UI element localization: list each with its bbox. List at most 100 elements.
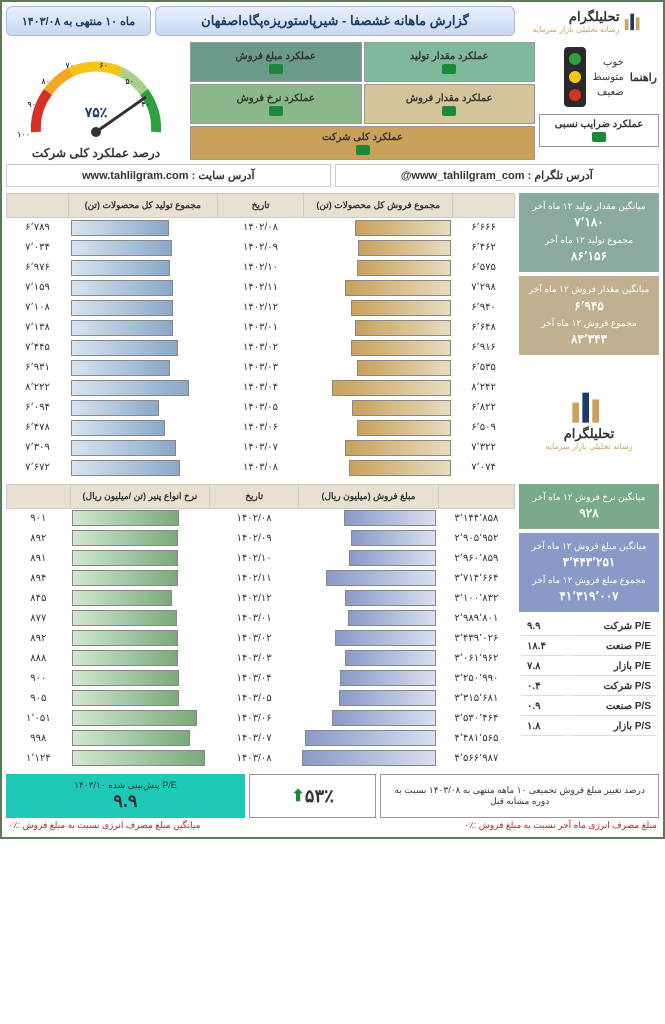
telegram-link[interactable]: آدرس تلگرام : @www_tahlilgram_com <box>335 164 660 187</box>
report-date: ماه ۱۰ منتهی به ۱۴۰۳/۰۸ <box>6 6 151 36</box>
metrics-column: عملکرد مقدار تولیدعملکرد مبلغ فروشعملکرد… <box>190 42 535 160</box>
table-row: ۶٬۸۲۲ ۱۴۰۳/۰۵ ۶٬۰۹۴ <box>7 398 515 418</box>
metric-cell: عملکرد مقدار فروش <box>364 84 536 124</box>
svg-text:۴۰: ۴۰ <box>141 100 150 109</box>
footer-row: درصد تغییر مبلغ فروش تجمیعی ۱۰ ماهه منته… <box>6 774 659 818</box>
table-row: ۶٬۹۱۶ ۱۴۰۳/۰۲ ۷٬۴۴۵ <box>7 338 515 358</box>
table-row: ۲٬۹۰۵٬۹۵۲ ۱۴۰۲/۰۹ ۸۹۲ <box>7 528 515 548</box>
col-rate-val <box>7 484 71 508</box>
svg-text:۹۰: ۹۰ <box>27 100 36 109</box>
green-light <box>569 53 581 65</box>
pe-row: P/S بازار۱.۸ <box>521 718 657 736</box>
svg-text:۸۰: ۸۰ <box>41 77 50 86</box>
table-row: ۳٬۳۱۵٬۶۸۱ ۱۴۰۳/۰۵ ۹۰۵ <box>7 688 515 708</box>
pe-row: P/E شرکت۹.۹ <box>521 618 657 636</box>
section-volumes: میانگین مقدار تولید ۱۲ ماه آخر ۷٬۱۸۰ مجم… <box>6 193 659 478</box>
table-row: ۷٬۰۷۴ ۱۴۰۳/۰۸ ۷٬۶۷۲ <box>7 458 515 478</box>
stats-col-1: میانگین مقدار تولید ۱۲ ماه آخر ۷٬۱۸۰ مجم… <box>519 193 659 478</box>
stats-col-2: میانگین نرخ فروش ۱۲ ماه آخر ۹۲۸ میانگین … <box>519 484 659 769</box>
col-prod-bar: مجموع تولید کل محصولات (تن) <box>69 194 218 218</box>
stat-sales-vol: میانگین مقدار فروش ۱۲ ماه آخر ۶٬۹۴۵ مجمو… <box>519 276 659 355</box>
legend-column: راهنما خوب متوسط ضعیف عملکرد ضرایب نسبی <box>539 42 659 160</box>
col-date-2: تاریخ <box>210 484 299 508</box>
table-row: ۳٬۴۳۹٬۰۲۶ ۱۴۰۳/۰۲ ۸۹۲ <box>7 628 515 648</box>
metric-cell: عملکرد نرخ فروش <box>190 84 362 124</box>
col-salesamt-val <box>438 484 514 508</box>
pe-row: P/E بازار۷.۸ <box>521 658 657 676</box>
site-link[interactable]: آدرس سایت : www.tahlilgram.com <box>6 164 331 187</box>
footer-notes: مبلغ مصرف انرژی ماه آخر نسبت به مبلغ فرو… <box>6 818 659 833</box>
table-row: ۳٬۵۳۰٬۴۶۴ ۱۴۰۳/۰۶ ۱٬۰۵۱ <box>7 708 515 728</box>
svg-text:۵۰: ۵۰ <box>125 77 134 86</box>
pe-ratios-table: P/E شرکت۹.۹P/E صنعت۱۸.۴P/E بازار۷.۸P/S ش… <box>519 616 659 738</box>
table-row: ۶٬۴۶۲ ۱۴۰۲/۰۹ ۷٬۰۳۴ <box>7 238 515 258</box>
logo-icon-mid <box>569 386 609 426</box>
note-left: میانگین مبلغ مصرف انرژی نسبت به مبلغ فرو… <box>6 818 202 833</box>
svg-text:۶۰: ۶۰ <box>99 61 108 70</box>
logo-icon <box>623 10 645 32</box>
col-salesamt-bar: مبلغ فروش (میلیون ریال) <box>299 484 439 508</box>
col-sales-bar: مجموع فروش کل محصولات (تن) <box>304 194 453 218</box>
pe-row: P/E صنعت۱۸.۴ <box>521 638 657 656</box>
gauge-value: ۷۵٪ <box>84 104 108 120</box>
table-row: ۴٬۴۸۱٬۵۶۵ ۱۴۰۳/۰۷ ۹۹۸ <box>7 728 515 748</box>
svg-text:۱۰۰: ۱۰۰ <box>17 130 30 139</box>
report-page: تحلیلگرام رسانه تحلیلی بازار سرمایه گزار… <box>0 0 665 839</box>
col-rate-bar: نرخ انواع پنیر (تن /میلیون ریال) <box>70 484 210 508</box>
gauge-caption: درصد عملکرد کلی شرکت <box>32 146 160 160</box>
metric-cell: عملکرد مبلغ فروش <box>190 42 362 82</box>
pe-row: P/S صنعت۰.۹ <box>521 698 657 716</box>
table-row: ۶٬۶۶۶ ۱۴۰۲/۰۸ ۶٬۷۸۹ <box>7 218 515 238</box>
table-row: ۳٬۲۵۰٬۹۹۰ ۱۴۰۳/۰۴ ۹۰۰ <box>7 668 515 688</box>
table-row: ۳٬۱۰۰٬۸۳۲ ۱۴۰۲/۱۲ ۸۴۵ <box>7 588 515 608</box>
table-row: ۴٬۵۶۶٬۹۸۷ ۱۴۰۳/۰۸ ۱٬۱۲۴ <box>7 748 515 768</box>
legend-weak: ضعیف <box>592 87 623 98</box>
logo-mid: تحلیلگرام رسانه تحلیلی بازار سرمایه <box>519 359 659 477</box>
pe-forecast-value: ۹.۹ <box>113 791 137 812</box>
table-volumes: مجموع فروش کل محصولات (تن) تاریخ مجموع ت… <box>6 193 515 478</box>
yellow-light <box>569 71 581 83</box>
gauge-box: ۷۵٪ ۱۰۰ ۹۰ ۸۰ ۷۰ ۶۰ ۵۰ ۴۰ درصد عملکرد کل… <box>6 42 186 160</box>
logo-box: تحلیلگرام رسانه تحلیلی بازار سرمایه <box>519 6 659 36</box>
metric-cell: عملکرد مقدار تولید <box>364 42 536 82</box>
table-row: ۲٬۹۸۹٬۸۰۱ ۱۴۰۳/۰۱ ۸۷۷ <box>7 608 515 628</box>
svg-text:۷۰: ۷۰ <box>65 61 74 70</box>
links-row: آدرس تلگرام : @www_tahlilgram_com آدرس س… <box>6 164 659 187</box>
change-value-box: ۵۳٪ ⬆ <box>249 774 376 818</box>
section-amounts: میانگین نرخ فروش ۱۲ ماه آخر ۹۲۸ میانگین … <box>6 484 659 769</box>
header-row: تحلیلگرام رسانه تحلیلی بازار سرمایه گزار… <box>6 6 659 36</box>
pe-forecast-label: P/E پیش‌بینی شده ۱۴۰۳/۱۰ <box>74 780 177 791</box>
table-row: ۸٬۲۴۲ ۱۴۰۳/۰۴ ۸٬۲۲۲ <box>7 378 515 398</box>
stat-sales-amt: میانگین مبلغ فروش ۱۲ ماه آخر ۳٬۴۴۳٬۲۵۱ م… <box>519 533 659 612</box>
table-row: ۶٬۹۴۰ ۱۴۰۲/۱۲ ۷٬۱۰۸ <box>7 298 515 318</box>
col-sales-val <box>453 194 515 218</box>
metrics-grid: عملکرد مقدار تولیدعملکرد مبلغ فروشعملکرد… <box>190 42 535 124</box>
change-value: ۵۳٪ <box>305 786 334 807</box>
legend-good: خوب <box>592 57 623 68</box>
table-row: ۳٬۰۶۱٬۹۶۲ ۱۴۰۳/۰۳ ۸۸۸ <box>7 648 515 668</box>
traffic-labels: خوب متوسط ضعیف <box>592 57 623 98</box>
gauge-chart: ۷۵٪ ۱۰۰ ۹۰ ۸۰ ۷۰ ۶۰ ۵۰ ۴۰ <box>16 42 176 142</box>
table-row: ۶٬۶۴۸ ۱۴۰۳/۰۱ ۷٬۱۳۸ <box>7 318 515 338</box>
legend-medium: متوسط <box>592 72 623 83</box>
table-row: ۳٬۷۱۴٬۶۶۴ ۱۴۰۲/۱۱ ۸۹۴ <box>7 568 515 588</box>
table-row: ۷٬۳۲۲ ۱۴۰۳/۰۷ ۷٬۳۰۹ <box>7 438 515 458</box>
red-light <box>569 89 581 101</box>
report-title: گزارش ماهانه غشصفا - شیرپاستوریزه‌پگاه‌ا… <box>155 6 515 36</box>
stat-rate: میانگین نرخ فروش ۱۲ ماه آخر ۹۲۸ <box>519 484 659 530</box>
col-prod-val <box>7 194 69 218</box>
logo-subtitle: رسانه تحلیلی بازار سرمایه <box>533 25 620 34</box>
guide-label: راهنما <box>630 71 657 84</box>
top-section: راهنما خوب متوسط ضعیف عملکرد ضرایب نسبی <box>6 42 659 160</box>
ratio-perf-cell: عملکرد ضرایب نسبی <box>539 114 659 147</box>
table-row: ۶٬۵۷۵ ۱۴۰۲/۱۰ ۶٬۹۷۶ <box>7 258 515 278</box>
ratio-indicator <box>592 132 606 142</box>
table-row: ۲٬۹۶۰٬۸۵۹ ۱۴۰۲/۱۰ ۸۹۱ <box>7 548 515 568</box>
arrow-up-icon: ⬆ <box>291 786 304 806</box>
traffic-light-legend: راهنما خوب متوسط ضعیف <box>539 42 659 112</box>
change-box: درصد تغییر مبلغ فروش تجمیعی ۱۰ ماهه منته… <box>380 774 659 818</box>
overall-label: عملکرد کلی شرکت <box>322 132 403 143</box>
note-right: مبلغ مصرف انرژی ماه آخر نسبت به مبلغ فرو… <box>462 818 659 833</box>
overall-perf-cell: عملکرد کلی شرکت <box>190 126 535 160</box>
logo-text: تحلیلگرام <box>533 9 620 25</box>
